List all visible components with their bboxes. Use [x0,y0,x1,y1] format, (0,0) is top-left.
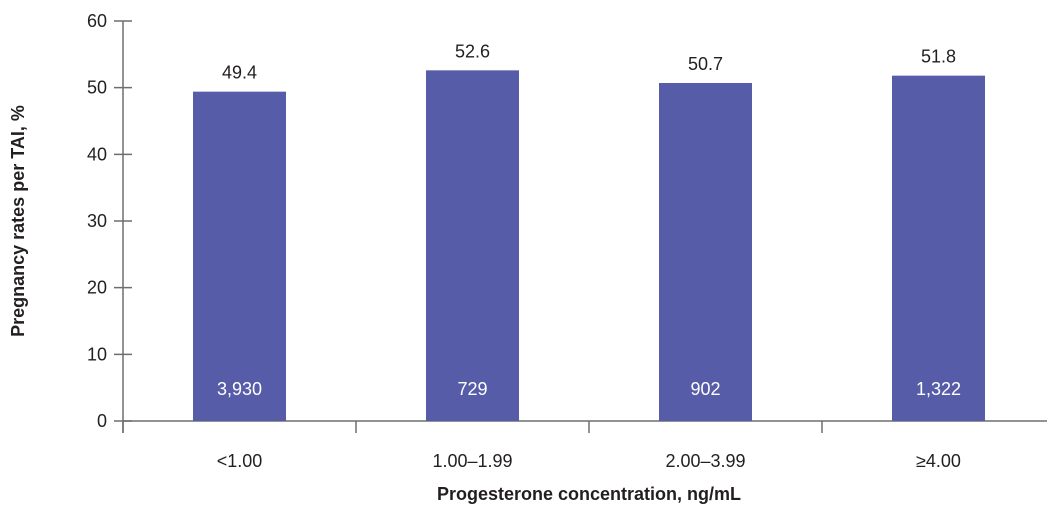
bar-count-label-0: 3,930 [217,379,262,399]
y-axis: 0 10 20 30 40 50 60 [87,11,132,433]
y-tick-label-0: 0 [97,411,107,431]
bar-1 [426,70,519,421]
y-tick-label-10: 10 [87,344,107,364]
x-tick-label-0: <1.00 [217,451,263,471]
x-axis-title: Progesterone concentration, ng/mL [437,484,741,504]
bar-value-label-0: 49.4 [222,63,257,83]
y-axis-title: Pregnancy rates per TAI, % [8,105,28,337]
x-tick-label-3: ≥4.00 [916,451,961,471]
bar-count-label-2: 902 [690,379,720,399]
bar-value-label-3: 51.8 [921,47,956,67]
bar-3 [892,75,985,422]
y-tick-label-30: 30 [87,211,107,231]
x-tick-label-2: 2.00–3.99 [665,451,745,471]
bar-0 [193,91,286,422]
bar-2 [659,83,752,421]
x-axis: <1.00 1.00–1.99 2.00–3.99 ≥4.00 [122,420,1047,471]
bars: 49.4 3,930 52.6 729 50.7 902 51.8 1,322 [193,41,985,422]
y-tick-label-50: 50 [87,78,107,98]
y-tick-label-60: 60 [87,11,107,31]
bar-value-label-1: 52.6 [455,41,490,61]
bar-value-label-2: 50.7 [688,54,723,74]
bar-count-label-3: 1,322 [916,379,961,399]
bar-count-label-1: 729 [457,379,487,399]
x-tick-label-1: 1.00–1.99 [432,451,512,471]
y-tick-label-40: 40 [87,144,107,164]
y-tick-label-20: 20 [87,278,107,298]
